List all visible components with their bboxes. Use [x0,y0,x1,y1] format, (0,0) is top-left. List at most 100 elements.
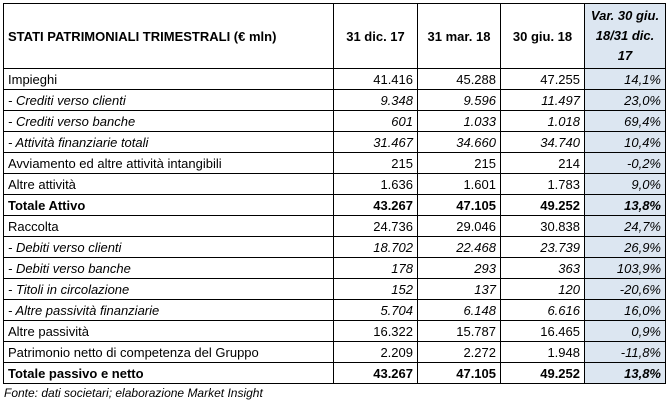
table-row: Totale Attivo 43.267 47.105 49.252 13,8% [3,194,666,216]
cell-value: 0,9% [584,320,666,342]
cell-value: 293 [417,257,501,279]
cell-value: 49.252 [500,194,585,216]
cell-value: 34.740 [500,131,585,153]
cell-value: 45.288 [417,68,501,90]
cell-value: 49.252 [500,362,585,384]
cell-value: 9,0% [584,173,666,195]
table-row: Totale passivo e netto 43.267 47.105 49.252… [3,362,666,384]
header-cell: 31 dic. 17 [333,3,418,69]
cell-value: 24.736 [333,215,418,237]
cell-value: 6.148 [417,299,501,321]
row-label: Altre passività [3,320,334,342]
cell-value: 23.739 [500,236,585,258]
row-label: Raccolta [3,215,334,237]
header-row: STATI PATRIMONIALI TRIMESTRALI (€ mln) 31… [3,3,666,69]
header-cell: 30 giu. 18 [500,3,585,69]
cell-value: 18.702 [333,236,418,258]
cell-value: 29.046 [417,215,501,237]
table-row: Patrimonio netto di competenza del Grupp… [3,341,666,363]
cell-value: 9.348 [333,89,418,111]
cell-value: 10,4% [584,131,666,153]
balance-table: STATI PATRIMONIALI TRIMESTRALI (€ mln) 31… [3,3,666,384]
cell-value: 215 [417,152,501,174]
cell-value: 47.105 [417,362,501,384]
table-row: Altre passività 16.322 15.787 16.465 0,9% [3,320,666,342]
cell-value: 30.838 [500,215,585,237]
cell-value: 1.948 [500,341,585,363]
table-row: Impieghi 41.416 45.288 47.255 14,1% [3,68,666,90]
cell-value: 47.105 [417,194,501,216]
cell-value: 137 [417,278,501,300]
cell-value: 41.416 [333,68,418,90]
cell-value: 43.267 [333,194,418,216]
row-label: - Titoli in circolazione [3,278,334,300]
cell-value: 16.465 [500,320,585,342]
cell-value: 24,7% [584,215,666,237]
table-row: Altre attività 1.636 1.601 1.783 9,0% [3,173,666,195]
table-row: Avviamento ed altre attività intangibili… [3,152,666,174]
row-label: - Debiti verso banche [3,257,334,279]
footnote: Fonte: dati societari; elaborazione Mark… [4,386,263,400]
cell-value: 2.209 [333,341,418,363]
cell-value: 103,9% [584,257,666,279]
cell-value: 43.267 [333,362,418,384]
cell-value: 215 [333,152,418,174]
cell-value: 6.616 [500,299,585,321]
header-cell: Var. 30 giu. 18/31 dic. 17 [584,3,666,69]
row-label: - Attività finanziarie totali [3,131,334,153]
cell-value: -0,2% [584,152,666,174]
table-row: - Debiti verso clienti 18.702 22.468 23.739… [3,236,666,258]
cell-value: 11.497 [500,89,585,111]
row-label: Totale passivo e netto [3,362,334,384]
cell-value: 13,8% [584,362,666,384]
row-label: - Crediti verso clienti [3,89,334,111]
cell-value: 34.660 [417,131,501,153]
table-row: - Crediti verso clienti 9.348 9.596 11.497 2… [3,89,666,111]
row-label: - Altre passività finanziarie [3,299,334,321]
cell-value: 1.636 [333,173,418,195]
cell-value: 16,0% [584,299,666,321]
row-label: - Debiti verso clienti [3,236,334,258]
cell-value: 26,9% [584,236,666,258]
cell-value: 13,8% [584,194,666,216]
cell-value: 15.787 [417,320,501,342]
cell-value: 1.783 [500,173,585,195]
cell-value: -11,8% [584,341,666,363]
cell-value: 69,4% [584,110,666,132]
row-label: Totale Attivo [3,194,334,216]
table-row: - Crediti verso banche 601 1.033 1.018 69,4% [3,110,666,132]
row-label: Avviamento ed altre attività intangibili [3,152,334,174]
table-row: Raccolta 24.736 29.046 30.838 24,7% [3,215,666,237]
cell-value: 23,0% [584,89,666,111]
cell-value: 214 [500,152,585,174]
table-row: - Debiti verso banche 178 293 363 103,9% [3,257,666,279]
header-cell: 31 mar. 18 [417,3,501,69]
cell-value: 601 [333,110,418,132]
cell-value: 363 [500,257,585,279]
cell-value: 1.601 [417,173,501,195]
cell-value: 14,1% [584,68,666,90]
cell-value: 178 [333,257,418,279]
cell-value: 152 [333,278,418,300]
row-label: Patrimonio netto di competenza del Grupp… [3,341,334,363]
row-label: Impieghi [3,68,334,90]
row-label: Altre attività [3,173,334,195]
cell-value: 5.704 [333,299,418,321]
cell-value: 1.018 [500,110,585,132]
table-row: - Titoli in circolazione 152 137 120 -20,6% [3,278,666,300]
cell-value: 16.322 [333,320,418,342]
table-row: - Altre passività finanziarie 5.704 6.148 6… [3,299,666,321]
row-label: - Crediti verso banche [3,110,334,132]
table-body: Impieghi 41.416 45.288 47.255 14,1% - Crediti… [3,68,666,384]
cell-value: 1.033 [417,110,501,132]
table-row: - Attività finanziarie totali 31.467 34.66… [3,131,666,153]
cell-value: 120 [500,278,585,300]
cell-value: 22.468 [417,236,501,258]
cell-value: 2.272 [417,341,501,363]
header-cell: STATI PATRIMONIALI TRIMESTRALI (€ mln) [3,3,334,69]
cell-value: -20,6% [584,278,666,300]
cell-value: 31.467 [333,131,418,153]
cell-value: 9.596 [417,89,501,111]
cell-value: 47.255 [500,68,585,90]
